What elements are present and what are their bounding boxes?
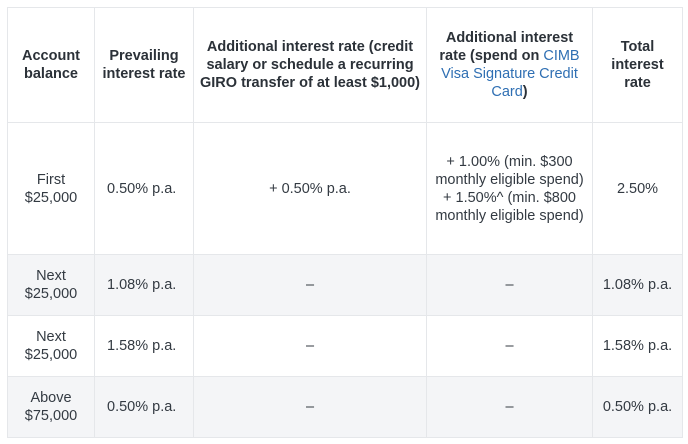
header-spend-prefix: Additional interest rate (spend on bbox=[439, 30, 574, 64]
cell-prevailing: 0.50% p.a. bbox=[94, 376, 194, 438]
header-account-balance: Account balance bbox=[7, 7, 95, 123]
header-total-rate: Total interest rate bbox=[592, 7, 683, 123]
cell-balance: Next $25,000 bbox=[7, 315, 95, 377]
cell-balance: Above $75,000 bbox=[7, 376, 95, 438]
cell-spend-bonus: + 1.00% (min. $300 monthly eligible spen… bbox=[426, 122, 593, 255]
header-prevailing-rate: Prevailing interest rate bbox=[94, 7, 194, 123]
cell-prevailing: 1.58% p.a. bbox=[94, 315, 194, 377]
header-spend-bonus-rate: Additional interest rate (spend on CIMB … bbox=[426, 7, 593, 123]
header-spend-suffix: ) bbox=[522, 84, 528, 100]
spend-tier-1: + 1.00% (min. $300 monthly eligible spen… bbox=[435, 153, 584, 188]
interest-rate-table: Account balance Prevailing interest rate… bbox=[7, 7, 683, 438]
header-row: Account balance Prevailing interest rate… bbox=[7, 7, 683, 123]
spend-tier-2: + 1.50%^ (min. $800 monthly eligible spe… bbox=[435, 189, 584, 224]
cell-salary-bonus: – bbox=[193, 315, 427, 377]
cell-spend-bonus: – bbox=[426, 376, 593, 438]
cell-salary-bonus: – bbox=[193, 254, 427, 316]
cell-total: 1.58% p.a. bbox=[592, 315, 683, 377]
cell-spend-bonus: – bbox=[426, 315, 593, 377]
cell-prevailing: 0.50% p.a. bbox=[94, 122, 194, 255]
table-row: Next $25,000 1.58% p.a. – – 1.58% p.a. bbox=[7, 315, 683, 377]
cell-total: 0.50% p.a. bbox=[592, 376, 683, 438]
cell-prevailing: 1.08% p.a. bbox=[94, 254, 194, 316]
cell-total: 1.08% p.a. bbox=[592, 254, 683, 316]
table-header: Account balance Prevailing interest rate… bbox=[7, 7, 683, 123]
header-salary-bonus-rate: Additional interest rate (credit salary … bbox=[193, 7, 427, 123]
cell-spend-bonus: – bbox=[426, 254, 593, 316]
cell-balance: First $25,000 bbox=[7, 122, 95, 255]
table-row: Next $25,000 1.08% p.a. – – 1.08% p.a. bbox=[7, 254, 683, 316]
cell-balance: Next $25,000 bbox=[7, 254, 95, 316]
cimb-visa-signature-link[interactable]: CIMB Visa Signature Credit Card bbox=[441, 48, 580, 100]
table-row: First $25,000 0.50% p.a. + 0.50% p.a. + … bbox=[7, 122, 683, 255]
cell-salary-bonus: + 0.50% p.a. bbox=[193, 122, 427, 255]
cell-total: 2.50% bbox=[592, 122, 683, 255]
table-row: Above $75,000 0.50% p.a. – – 0.50% p.a. bbox=[7, 376, 683, 438]
cell-salary-bonus: – bbox=[193, 376, 427, 438]
